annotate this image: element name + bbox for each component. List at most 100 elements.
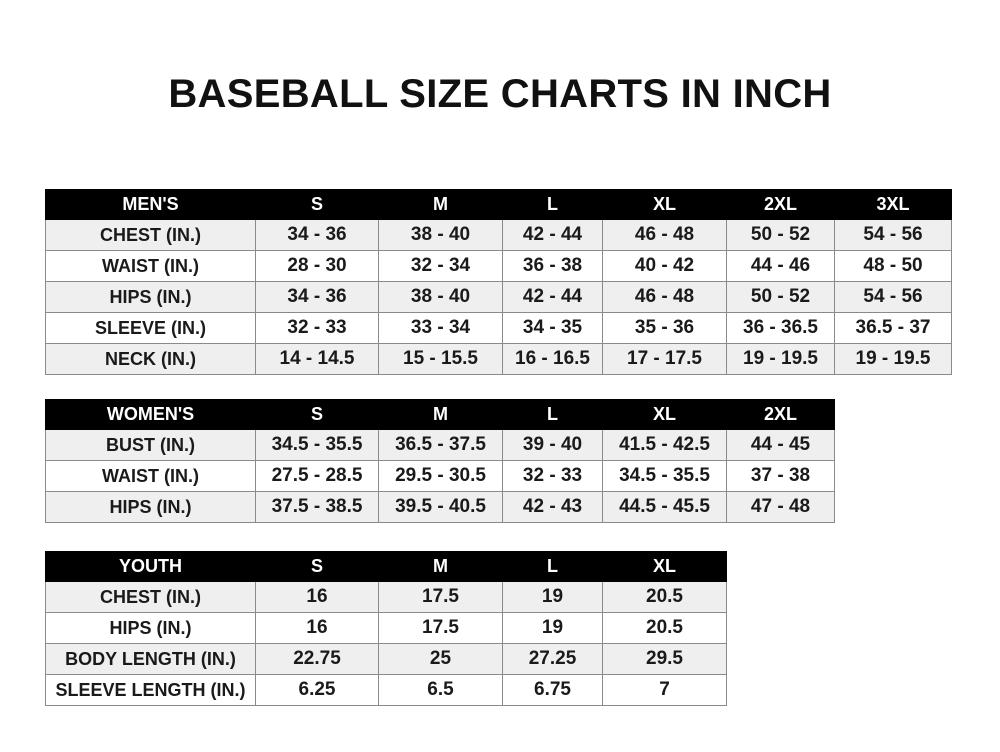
size-header: L xyxy=(502,399,603,430)
size-value: 32 - 34 xyxy=(378,250,503,282)
measurement-label: SLEEVE LENGTH (IN.) xyxy=(45,674,256,706)
measurement-label: SLEEVE (IN.) xyxy=(45,312,256,344)
size-header: S xyxy=(255,399,379,430)
size-value: 54 - 56 xyxy=(834,219,952,251)
size-value: 32 - 33 xyxy=(255,312,379,344)
youth-size-table: YOUTH S M L XL CHEST (IN.) 16 17.5 19 20.5 HIPS (I… xyxy=(45,551,727,706)
size-header: 2XL xyxy=(726,189,835,220)
size-header: XL xyxy=(602,399,727,430)
size-value: 54 - 56 xyxy=(834,281,952,313)
size-value: 39 - 40 xyxy=(502,429,603,461)
measurement-label: BUST (IN.) xyxy=(45,429,256,461)
mens-size-table: MEN'S S M L XL 2XL 3XL CHEST (IN.) 34 - 36 38 - 4… xyxy=(45,189,952,375)
measurement-label: HIPS (IN.) xyxy=(45,612,256,644)
size-value: 42 - 44 xyxy=(502,219,603,251)
size-value: 17.5 xyxy=(378,581,503,613)
header-row: YOUTH S M L XL xyxy=(45,551,727,582)
size-value: 7 xyxy=(602,674,727,706)
size-value: 17.5 xyxy=(378,612,503,644)
table-row: CHEST (IN.) 34 - 36 38 - 40 42 - 44 46 - 48 5… xyxy=(45,219,952,251)
size-value: 19 - 19.5 xyxy=(726,343,835,375)
size-value: 6.5 xyxy=(378,674,503,706)
size-value: 34.5 - 35.5 xyxy=(255,429,379,461)
size-value: 50 - 52 xyxy=(726,219,835,251)
category-header: MEN'S xyxy=(45,189,256,220)
size-header: XL xyxy=(602,189,727,220)
measurement-label: CHEST (IN.) xyxy=(45,219,256,251)
size-header: 2XL xyxy=(726,399,835,430)
measurement-label: HIPS (IN.) xyxy=(45,491,256,523)
size-value: 40 - 42 xyxy=(602,250,727,282)
size-value: 38 - 40 xyxy=(378,281,503,313)
header-row: MEN'S S M L XL 2XL 3XL xyxy=(45,189,952,220)
size-header: S xyxy=(255,189,379,220)
size-value: 6.75 xyxy=(502,674,603,706)
size-value: 36 - 38 xyxy=(502,250,603,282)
size-value: 25 xyxy=(378,643,503,675)
size-value: 16 xyxy=(255,581,379,613)
size-value: 36.5 - 37.5 xyxy=(378,429,503,461)
size-value: 39.5 - 40.5 xyxy=(378,491,503,523)
size-value: 46 - 48 xyxy=(602,281,727,313)
table-row: SLEEVE (IN.) 32 - 33 33 - 34 34 - 35 35 - 36… xyxy=(45,312,952,344)
size-value: 47 - 48 xyxy=(726,491,835,523)
table-row: BODY LENGTH (IN.) 22.75 25 27.25 29.5 xyxy=(45,643,727,675)
size-value: 34 - 36 xyxy=(255,219,379,251)
category-header: YOUTH xyxy=(45,551,256,582)
size-value: 44 - 46 xyxy=(726,250,835,282)
table-row: HIPS (IN.) 37.5 - 38.5 39.5 - 40.5 42 - 43 4… xyxy=(45,491,835,523)
measurement-label: HIPS (IN.) xyxy=(45,281,256,313)
table-row: HIPS (IN.) 16 17.5 19 20.5 xyxy=(45,612,727,644)
size-header: XL xyxy=(602,551,727,582)
size-value: 14 - 14.5 xyxy=(255,343,379,375)
size-value: 37.5 - 38.5 xyxy=(255,491,379,523)
size-value: 33 - 34 xyxy=(378,312,503,344)
table-row: WAIST (IN.) 28 - 30 32 - 34 36 - 38 40 - 42 4… xyxy=(45,250,952,282)
size-value: 20.5 xyxy=(602,581,727,613)
size-value: 46 - 48 xyxy=(602,219,727,251)
measurement-label: BODY LENGTH (IN.) xyxy=(45,643,256,675)
size-value: 32 - 33 xyxy=(502,460,603,492)
size-value: 19 xyxy=(502,612,603,644)
size-value: 22.75 xyxy=(255,643,379,675)
table-row: BUST (IN.) 34.5 - 35.5 36.5 - 37.5 39 - 40 4… xyxy=(45,429,835,461)
size-header: M xyxy=(378,551,503,582)
size-value: 50 - 52 xyxy=(726,281,835,313)
size-value: 42 - 44 xyxy=(502,281,603,313)
size-header: M xyxy=(378,399,503,430)
size-value: 6.25 xyxy=(255,674,379,706)
size-value: 44.5 - 45.5 xyxy=(602,491,727,523)
category-header: WOMEN'S xyxy=(45,399,256,430)
table-row: WAIST (IN.) 27.5 - 28.5 29.5 - 30.5 32 - 33… xyxy=(45,460,835,492)
size-value: 19 - 19.5 xyxy=(834,343,952,375)
size-value: 42 - 43 xyxy=(502,491,603,523)
table-row: NECK (IN.) 14 - 14.5 15 - 15.5 16 - 16.5 17 … xyxy=(45,343,952,375)
size-value: 20.5 xyxy=(602,612,727,644)
size-value: 27.25 xyxy=(502,643,603,675)
size-value: 28 - 30 xyxy=(255,250,379,282)
header-row: WOMEN'S S M L XL 2XL xyxy=(45,399,835,430)
size-value: 41.5 - 42.5 xyxy=(602,429,727,461)
size-value: 44 - 45 xyxy=(726,429,835,461)
measurement-label: WAIST (IN.) xyxy=(45,250,256,282)
size-value: 35 - 36 xyxy=(602,312,727,344)
womens-size-table: WOMEN'S S M L XL 2XL BUST (IN.) 34.5 - 35.5 36.5… xyxy=(45,399,835,523)
size-value: 17 - 17.5 xyxy=(602,343,727,375)
size-header: S xyxy=(255,551,379,582)
size-header: L xyxy=(502,551,603,582)
size-value: 36.5 - 37 xyxy=(834,312,952,344)
table-row: HIPS (IN.) 34 - 36 38 - 40 42 - 44 46 - 48 50… xyxy=(45,281,952,313)
size-value: 19 xyxy=(502,581,603,613)
size-value: 34 - 35 xyxy=(502,312,603,344)
size-value: 16 xyxy=(255,612,379,644)
page-title: BASEBALL SIZE CHARTS IN INCH xyxy=(168,72,832,116)
size-value: 34.5 - 35.5 xyxy=(602,460,727,492)
size-value: 27.5 - 28.5 xyxy=(255,460,379,492)
table-row: SLEEVE LENGTH (IN.) 6.25 6.5 6.75 7 xyxy=(45,674,727,706)
size-value: 16 - 16.5 xyxy=(502,343,603,375)
size-value: 29.5 xyxy=(602,643,727,675)
size-header: M xyxy=(378,189,503,220)
size-value: 37 - 38 xyxy=(726,460,835,492)
size-header: 3XL xyxy=(834,189,952,220)
size-value: 38 - 40 xyxy=(378,219,503,251)
